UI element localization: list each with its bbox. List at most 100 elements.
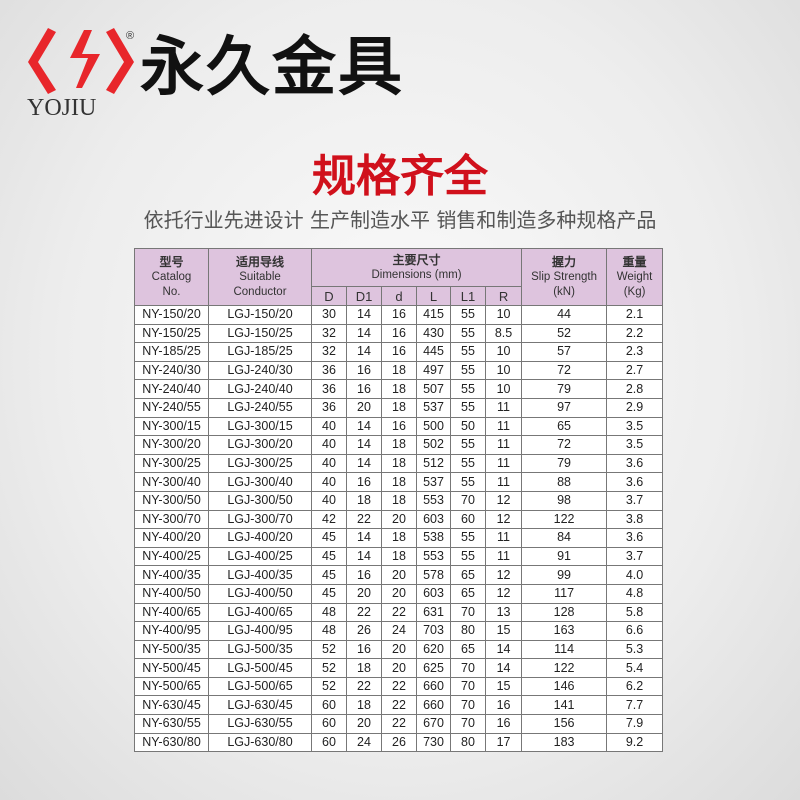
table-cell: NY-400/20: [134, 528, 209, 548]
table-cell: 16: [484, 695, 523, 716]
table-cell: 99: [521, 565, 608, 585]
table-cell: 36: [311, 397, 347, 418]
table-cell: NY-400/35: [134, 565, 209, 585]
table-row: NY-240/55 LGJ-240/55 36 20 18 537 55 11 97 2.9: [134, 397, 664, 418]
table-cell: NY-400/50: [134, 583, 209, 604]
table-row: NY-500/65 LGJ-500/65 52 22 22 660 70 15 146 6.2: [134, 676, 664, 697]
table-row: NY-400/50 LGJ-400/50 45 20 20 603 65 12 117 4.8: [134, 583, 664, 604]
table-cell: 117: [521, 583, 608, 604]
table-cell: LGJ-400/65: [208, 602, 312, 623]
table-cell: NY-300/50: [134, 490, 209, 511]
table-cell: 40: [311, 472, 347, 492]
header-conductor: 适用导线 Suitable Conductor: [208, 248, 312, 306]
table-row: NY-400/65 LGJ-400/65 48 22 22 631 70 13 128 5.8: [134, 602, 664, 623]
table-cell: 55: [450, 342, 486, 362]
table-cell: LGJ-400/20: [208, 528, 312, 548]
table-cell: 2.9: [606, 397, 664, 418]
table-cell: 18: [346, 490, 382, 511]
table-cell: LGJ-630/45: [208, 695, 312, 716]
table-cell: LGJ-400/50: [208, 583, 312, 604]
table-cell: 40: [311, 416, 347, 437]
table-row: NY-400/95 LGJ-400/95 48 26 24 703 80 15 163 6.6: [134, 621, 664, 641]
table-cell: 497: [416, 360, 451, 381]
table-cell: 2.1: [606, 305, 664, 325]
table-cell: 2.8: [606, 379, 664, 399]
table-cell: LGJ-500/35: [208, 639, 312, 660]
table-cell: 578: [416, 565, 451, 585]
table-cell: 11: [484, 435, 523, 455]
brand-name: 永久金具: [140, 31, 404, 105]
table-cell: LGJ-300/20: [208, 435, 312, 455]
table-cell: 20: [381, 658, 417, 678]
table-cell: 3.6: [606, 472, 664, 492]
table-cell: 55: [450, 528, 486, 548]
table-row: NY-300/40 LGJ-300/40 40 16 18 537 55 11 88 3.6: [134, 472, 664, 492]
header-dim-d1: D1: [346, 286, 382, 306]
table-cell: 17: [484, 732, 523, 753]
brand-logo-icon: [28, 28, 134, 94]
table-cell: 3.7: [606, 546, 664, 567]
table-cell: 114: [521, 639, 608, 660]
table-cell: 32: [311, 323, 347, 344]
table-cell: 20: [381, 509, 417, 530]
table-cell: 141: [521, 695, 608, 716]
table-cell: 507: [416, 379, 451, 399]
table-cell: 26: [381, 732, 417, 753]
table-cell: LGJ-300/70: [208, 509, 312, 530]
table-cell: 10: [484, 342, 523, 362]
table-cell: 122: [521, 658, 608, 678]
table-cell: 620: [416, 639, 451, 660]
table-cell: 55: [450, 435, 486, 455]
table-cell: 16: [346, 472, 382, 492]
table-cell: 14: [346, 435, 382, 455]
table-cell: 22: [381, 602, 417, 623]
table-cell: NY-400/65: [134, 602, 209, 623]
table-cell: NY-240/30: [134, 360, 209, 381]
registered-mark: ®: [126, 30, 135, 42]
table-cell: LGJ-630/80: [208, 732, 312, 753]
header-dim-d: d: [381, 286, 417, 306]
table-cell: NY-300/20: [134, 435, 209, 455]
table-cell: LGJ-300/40: [208, 472, 312, 492]
table-cell: 42: [311, 509, 347, 530]
table-cell: 55: [450, 305, 486, 325]
table-cell: 7.9: [606, 714, 664, 734]
table-cell: 5.3: [606, 639, 664, 660]
table-cell: 20: [346, 714, 382, 734]
table-row: NY-300/50 LGJ-300/50 40 18 18 553 70 12 98 3.7: [134, 490, 664, 511]
table-cell: 40: [311, 435, 347, 455]
table-cell: 16: [484, 714, 523, 734]
table-cell: 22: [346, 602, 382, 623]
table-cell: NY-300/15: [134, 416, 209, 437]
table-cell: 45: [311, 528, 347, 548]
table-cell: 22: [381, 714, 417, 734]
logo-text: YOJIU: [27, 95, 97, 121]
table-cell: NY-500/65: [134, 676, 209, 697]
table-cell: 22: [346, 509, 382, 530]
table-cell: 146: [521, 676, 608, 697]
table-cell: 45: [311, 583, 347, 604]
table-cell: 14: [346, 453, 382, 474]
table-cell: 5.8: [606, 602, 664, 623]
table-cell: 3.6: [606, 453, 664, 474]
table-cell: LGJ-500/65: [208, 676, 312, 697]
header-dimensions: 主要尺寸 Dimensions (mm): [310, 248, 523, 287]
table-cell: NY-300/40: [134, 472, 209, 492]
header-catalog: 型号 Catalog No.: [134, 248, 209, 306]
table-cell: 70: [450, 602, 486, 623]
table-cell: NY-400/25: [134, 546, 209, 567]
table-cell: 183: [521, 732, 608, 753]
table-cell: 14: [346, 342, 382, 362]
table-cell: 65: [450, 639, 486, 660]
table-row: NY-300/70 LGJ-300/70 42 22 20 603 60 12 122 3.8: [134, 509, 664, 530]
table-row: NY-300/15 LGJ-300/15 40 14 16 500 50 11 65 3.5: [134, 416, 664, 437]
table-cell: 703: [416, 621, 451, 641]
table-cell: 3.5: [606, 435, 664, 455]
table-cell: LGJ-400/25: [208, 546, 312, 567]
table-cell: LGJ-185/25: [208, 342, 312, 362]
table-cell: 6.2: [606, 676, 664, 697]
table-cell: 18: [381, 528, 417, 548]
table-row: NY-630/80 LGJ-630/80 60 24 26 730 80 17 183 9.2: [134, 732, 664, 753]
table-cell: 20: [381, 583, 417, 604]
table-cell: 538: [416, 528, 451, 548]
